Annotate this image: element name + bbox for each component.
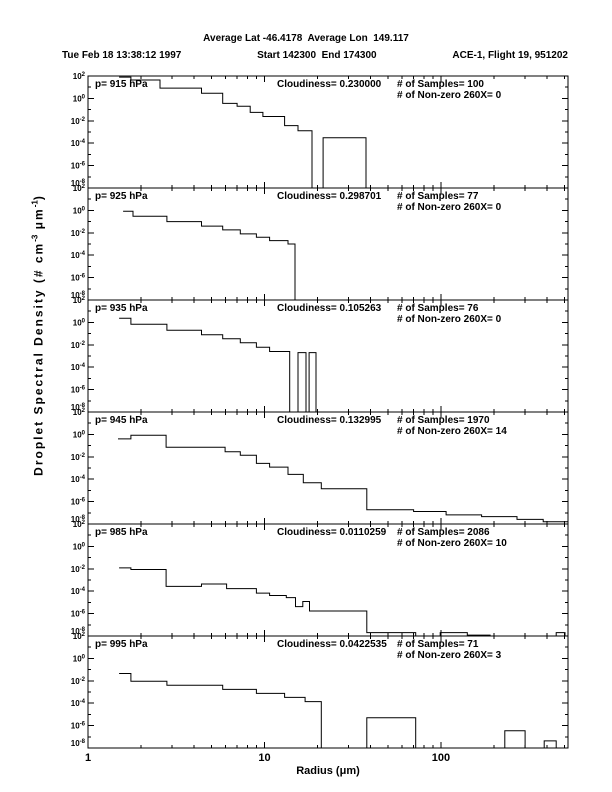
y-tick-label: 10-4 [71, 587, 86, 596]
panel-995hpa: 102 100 10-2 10-4 10-6 10-8 [71, 632, 569, 749]
y-tick-label: 10-2 [71, 229, 86, 238]
panel-915hpa: 102 100 10-2 10-4 10-6 10-8 [71, 72, 569, 189]
nonzero-260x-label: # of Non-zero 260X= 10 [397, 538, 507, 549]
pressure-label: p= 985 hPa [95, 527, 148, 538]
y-tick-label: 102 [73, 72, 86, 81]
y-tick-label: 102 [73, 296, 86, 305]
y-tick-label: 102 [73, 408, 86, 417]
step-curve [119, 76, 313, 188]
y-tick-label: 10-2 [71, 677, 86, 686]
samples-label: # of Samples= 77 [397, 191, 479, 202]
header-start-end: Start 142300 End 174300 [257, 50, 377, 61]
cloudiness-label: Cloudiness= 0.298701 [277, 191, 382, 202]
y-tick-label: 10-6 [71, 498, 86, 507]
y-axis-title: Droplet Spectral Density (# cm-3 μm-1) [30, 194, 46, 476]
cloudiness-label: Cloudiness= 0.0422535 [277, 639, 387, 650]
header-flight-id: ACE-1, Flight 19, 951202 [452, 50, 568, 61]
samples-label: # of Samples= 71 [397, 639, 479, 650]
y-tick-label: 10-2 [71, 341, 86, 350]
header-datetime: Tue Feb 18 13:38:12 1997 [62, 50, 182, 61]
nonzero-260x-label: # of Non-zero 260X= 14 [397, 426, 507, 437]
step-curve [119, 317, 291, 412]
y-tick-label: 10-6 [71, 722, 86, 731]
pressure-label: p= 995 hPa [95, 639, 148, 650]
y-tick-label: 10-6 [71, 610, 86, 619]
y-tick-label: 10-6 [71, 274, 86, 283]
y-tick-label: 10-6 [71, 162, 86, 171]
y-tick-label: 10-2 [71, 453, 86, 462]
y-tick-label: 100 [73, 206, 86, 215]
y-tick-label: 10-8 [71, 291, 86, 300]
cloudiness-label: Cloudiness= 0.0110259 [277, 527, 387, 538]
nonzero-260x-label: # of Non-zero 260X= 3 [397, 650, 502, 661]
pressure-label: p= 915 hPa [95, 79, 148, 90]
samples-label: # of Samples= 100 [397, 79, 484, 90]
y-tick-label: 10-8 [71, 403, 86, 412]
y-tick-label: 10-8 [71, 739, 86, 748]
y-tick-label: 10-4 [71, 139, 86, 148]
nonzero-260x-label: # of Non-zero 260X= 0 [397, 314, 502, 325]
y-tick-label: 100 [73, 542, 86, 551]
y-tick-label: 10-8 [71, 627, 86, 636]
samples-label: # of Samples= 1970 [397, 415, 490, 426]
samples-label: # of Samples= 2086 [397, 527, 490, 538]
pressure-label: p= 945 hPa [95, 415, 148, 426]
x-axis-title: Radius (μm) [296, 765, 360, 777]
panel-935hpa: 102 100 10-2 10-4 10-6 10-8 [71, 296, 569, 413]
step-curve [119, 567, 417, 636]
nonzero-260x-label: # of Non-zero 260X= 0 [397, 202, 502, 213]
y-tick-label: 10-8 [71, 515, 86, 524]
y-tick-label: 102 [73, 520, 86, 529]
y-tick-label: 100 [73, 318, 86, 327]
y-tick-label: 10-4 [71, 363, 86, 372]
y-tick-label: 10-2 [71, 565, 86, 574]
y-tick-label: 102 [73, 184, 86, 193]
cloudiness-label: Cloudiness= 0.105263 [277, 303, 382, 314]
y-tick-label: 10-4 [71, 699, 86, 708]
step-curve [322, 137, 367, 188]
step-curve [123, 210, 296, 300]
y-tick-label: 10-6 [71, 386, 86, 395]
y-tick-label: 100 [73, 430, 86, 439]
nonzero-260x-label: # of Non-zero 260X= 0 [397, 90, 502, 101]
step-curve [555, 632, 566, 636]
cloudiness-label: Cloudiness= 0.230000 [277, 79, 382, 90]
cloudiness-label: Cloudiness= 0.132995 [277, 415, 382, 426]
header-line2: Tue Feb 18 13:38:12 1997 Start 142300 En… [62, 50, 568, 61]
step-curve [366, 717, 417, 748]
y-tick-label: 100 [73, 94, 86, 103]
step-curve [119, 673, 322, 748]
y-tick-label: 10-4 [71, 475, 86, 484]
pressure-label: p= 925 hPa [95, 191, 148, 202]
y-tick-label: 10-2 [71, 117, 86, 126]
samples-label: # of Samples= 76 [397, 303, 479, 314]
step-curve [118, 434, 568, 523]
y-tick-label: 102 [73, 632, 86, 641]
y-tick-label: 10-4 [71, 251, 86, 260]
x-tick-label: 100 [431, 752, 451, 764]
header-lat-lon: Average Lat -46.4178 Average Lon 149.117 [203, 33, 409, 44]
step-curve [504, 730, 526, 748]
step-curve [308, 352, 317, 412]
step-curve [543, 740, 557, 748]
pressure-label: p= 935 hPa [95, 303, 148, 314]
step-curve [439, 632, 491, 636]
step-curve [297, 352, 307, 412]
panel-945hpa: 102 100 10-2 10-4 10-6 10-8 [71, 408, 569, 525]
x-tick-label: 10 [258, 752, 271, 764]
y-tick-label: 100 [73, 654, 86, 663]
y-tick-label: 10-8 [71, 179, 86, 188]
x-tick-label: 1 [84, 752, 92, 764]
